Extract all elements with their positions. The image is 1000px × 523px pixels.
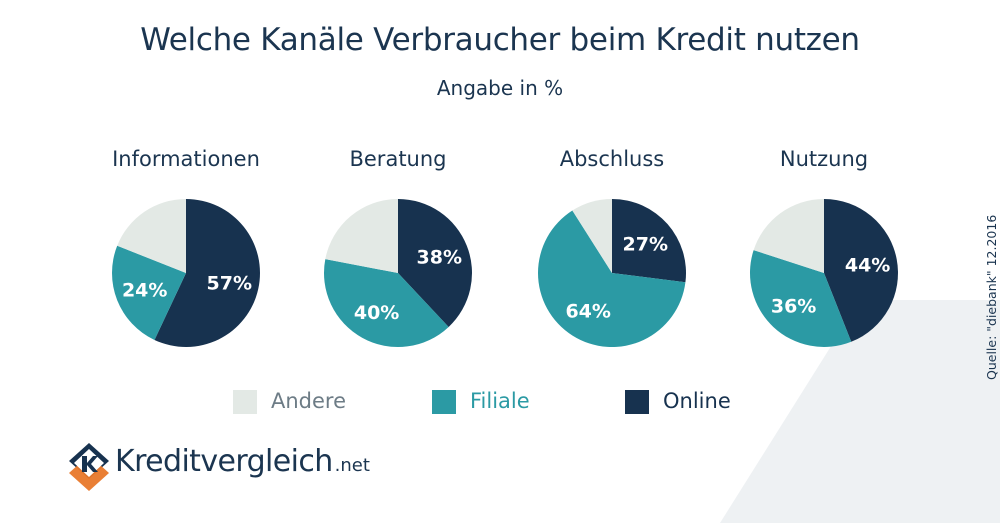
pie-slice-informationen-online: [154, 199, 260, 347]
chart-subtitle: Angabe in %: [436, 76, 564, 100]
pie-slice-abschluss-online: [612, 199, 687, 283]
kreditvergleich-logo-icon: [69, 443, 109, 491]
legend-swatch-online: [625, 390, 649, 414]
pie-label-beratung-filiale: 40%: [354, 302, 399, 324]
pie-slice-beratung-andere: [325, 199, 398, 273]
chart-title: Welche Kanäle Verbraucher beim Kredit nu…: [140, 22, 860, 58]
legend-swatch-filiale: [432, 390, 456, 414]
pie-slice-nutzung-online: [824, 199, 898, 342]
pie-label-abschluss-filiale: 64%: [565, 301, 610, 323]
legend-label-filiale: Filiale: [470, 389, 530, 413]
pie-slice-beratung-filiale: [323, 259, 449, 348]
pie-label-informationen-online: 57%: [207, 273, 252, 295]
pie-title-informationen: Informationen: [112, 147, 260, 171]
pie-label-abschluss-online: 27%: [623, 234, 668, 256]
pie-label-informationen-filiale: 24%: [122, 279, 167, 301]
pie-slice-beratung-online: [398, 199, 472, 327]
pie-slice-nutzung-filiale: [749, 250, 852, 347]
pie-title-beratung: Beratung: [349, 147, 446, 171]
pie-slice-abschluss-filiale: [538, 210, 686, 347]
pie-slice-informationen-filiale: [112, 245, 186, 340]
pie-slice-abschluss-andere: [572, 199, 612, 273]
logo-name: Kreditvergleich: [115, 444, 333, 479]
pie-slice-informationen-andere: [117, 199, 186, 273]
pie-label-nutzung-filiale: 36%: [771, 295, 816, 317]
pie-title-abschluss: Abschluss: [560, 147, 665, 171]
source-note: Quelle: "diebank" 12.2016: [984, 214, 999, 380]
legend-label-online: Online: [663, 389, 731, 413]
logo-tld: .net: [334, 455, 370, 476]
kreditvergleich-logo: Kreditvergleich .net: [115, 444, 370, 479]
pie-slice-nutzung-andere: [753, 198, 824, 273]
legend-label-andere: Andere: [271, 389, 347, 413]
pie-label-nutzung-online: 44%: [845, 255, 890, 277]
pie-title-nutzung: Nutzung: [780, 147, 868, 171]
legend-swatch-andere: [233, 390, 257, 414]
pie-label-beratung-online: 38%: [417, 247, 462, 269]
